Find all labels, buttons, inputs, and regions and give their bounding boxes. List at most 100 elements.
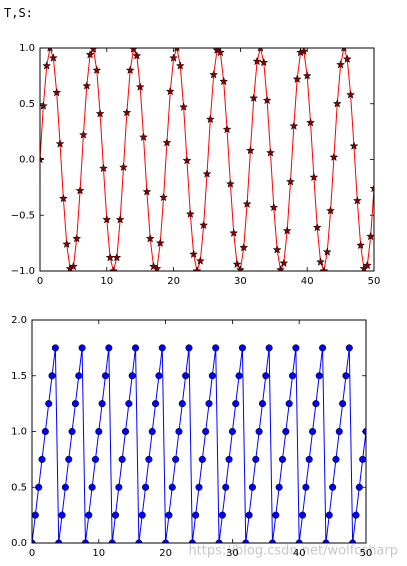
marker — [42, 61, 52, 70]
x-tick-label: 20 — [159, 548, 172, 559]
marker — [202, 169, 212, 178]
marker — [309, 172, 319, 182]
marker — [119, 162, 128, 172]
marker — [158, 344, 166, 352]
marker — [128, 372, 136, 380]
marker — [88, 483, 96, 491]
marker — [312, 222, 322, 232]
x-tick-label: 40 — [293, 548, 306, 559]
marker — [272, 511, 280, 519]
marker — [268, 539, 277, 543]
marker — [178, 400, 186, 408]
marker — [315, 372, 323, 380]
marker — [61, 483, 69, 491]
marker — [132, 51, 142, 60]
marker — [71, 400, 79, 408]
marker — [148, 427, 156, 436]
marker — [259, 57, 269, 67]
marker — [105, 344, 113, 352]
marker — [332, 99, 342, 108]
marker — [98, 163, 108, 173]
marker — [339, 400, 347, 408]
marker — [58, 511, 66, 519]
marker — [199, 220, 209, 230]
marker — [252, 455, 260, 463]
marker — [81, 539, 89, 543]
marker — [139, 132, 149, 142]
y-tick-label: 0.0 — [11, 538, 27, 549]
marker — [359, 455, 366, 463]
marker — [152, 264, 162, 271]
marker — [225, 455, 233, 463]
marker — [292, 74, 302, 84]
marker — [125, 400, 133, 408]
marker — [189, 249, 199, 259]
marker — [332, 455, 340, 463]
marker — [312, 400, 320, 408]
marker — [159, 192, 169, 202]
marker — [249, 93, 259, 102]
marker — [175, 61, 185, 70]
marker — [92, 65, 102, 75]
marker — [95, 427, 103, 436]
marker — [257, 48, 264, 52]
marker — [336, 60, 346, 69]
marker — [62, 239, 72, 249]
marker — [302, 483, 310, 491]
marker — [205, 114, 215, 124]
marker — [342, 54, 352, 63]
marker — [305, 455, 313, 463]
marker — [239, 242, 249, 252]
marker — [341, 48, 347, 52]
output-header: T,S: — [4, 6, 33, 20]
marker — [58, 193, 68, 203]
marker — [169, 53, 179, 62]
marker — [248, 483, 256, 491]
marker — [322, 247, 332, 256]
marker — [195, 256, 205, 265]
marker — [182, 372, 190, 380]
marker — [149, 261, 159, 271]
marker — [222, 483, 230, 491]
marker — [225, 179, 235, 188]
marker — [155, 372, 163, 380]
marker — [265, 344, 273, 352]
marker — [316, 257, 326, 266]
marker — [115, 483, 123, 491]
marker — [72, 233, 82, 243]
marker — [355, 483, 363, 491]
marker — [188, 539, 196, 543]
marker — [135, 539, 143, 543]
marker — [198, 455, 206, 463]
marker — [279, 258, 289, 268]
marker — [32, 511, 39, 519]
marker — [85, 511, 93, 519]
marker — [319, 344, 327, 352]
marker — [278, 455, 287, 463]
marker — [345, 344, 353, 352]
marker — [215, 48, 225, 57]
x-tick-label: 10 — [92, 548, 105, 559]
marker — [218, 511, 226, 519]
marker — [362, 260, 372, 270]
y-tick-label: 0.5 — [19, 99, 35, 110]
marker — [335, 427, 343, 436]
marker — [282, 226, 292, 235]
marker — [68, 261, 78, 271]
marker — [174, 48, 180, 52]
marker — [286, 177, 295, 186]
marker — [129, 48, 138, 53]
x-tick-label: 30 — [234, 276, 247, 287]
marker — [101, 372, 110, 380]
marker — [302, 71, 312, 80]
marker — [356, 240, 366, 250]
marker — [38, 455, 46, 463]
y-tick-label: 1.0 — [19, 43, 35, 54]
marker — [91, 455, 100, 463]
marker — [329, 483, 337, 491]
marker — [252, 56, 262, 66]
axes-frame — [39, 47, 375, 272]
marker — [48, 53, 58, 62]
marker — [55, 139, 65, 148]
